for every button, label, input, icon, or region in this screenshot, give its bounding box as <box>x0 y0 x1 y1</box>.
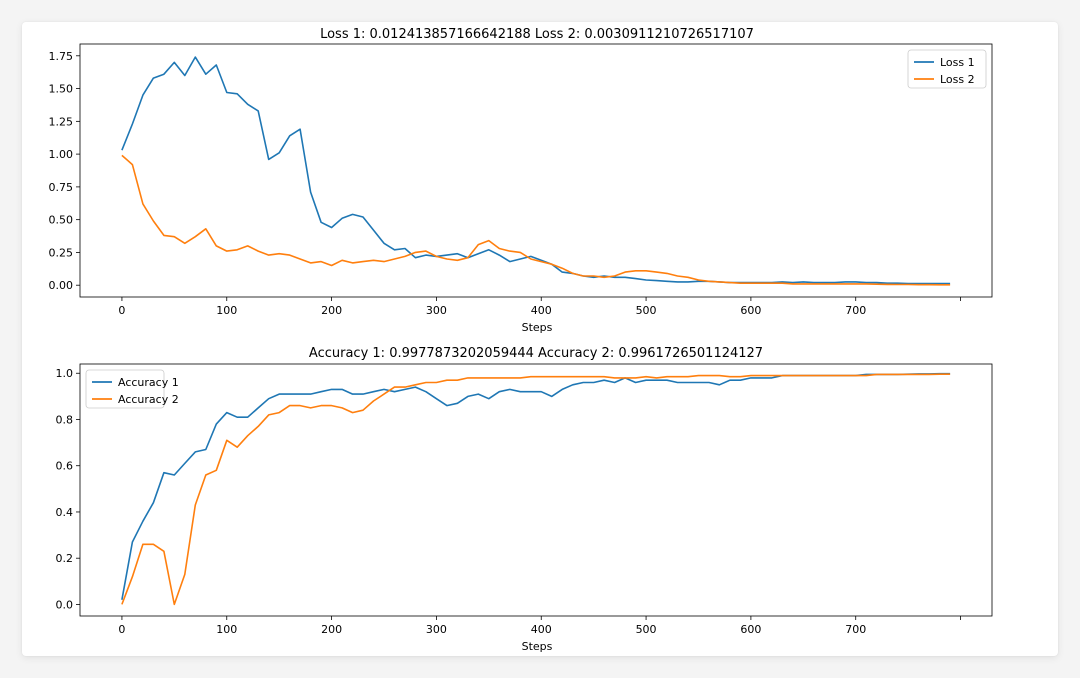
loss-axes-frame <box>79 43 993 298</box>
accuracy-chart-xlabel: Steps <box>522 640 553 653</box>
loss-xtick-label: 500 <box>636 304 657 317</box>
figure: Loss 1: 0.012413857166642188 Loss 2: 0.0… <box>49 27 993 653</box>
loss-xtick-label: 200 <box>321 304 342 317</box>
loss-ytick-label: 0.00 <box>49 279 74 292</box>
loss-series-1-line <box>121 56 951 285</box>
accuracy-legend: Accuracy 1 Accuracy 2 <box>85 369 179 409</box>
accuracy-xtick-label: 200 <box>321 623 342 636</box>
loss-xtick-label: 300 <box>426 304 447 317</box>
accuracy-ytick-label: 1.0 <box>56 367 74 380</box>
accuracy-ytick-label: 0.0 <box>56 598 74 611</box>
loss-ytick-label: 0.25 <box>49 246 74 259</box>
accuracy-xtick-label: 100 <box>216 623 237 636</box>
loss-chart: Loss 1: 0.012413857166642188 Loss 2: 0.0… <box>49 27 993 334</box>
accuracy-xtick-label: 700 <box>845 623 866 636</box>
loss-legend-label-2: Loss 2 <box>940 73 975 86</box>
loss-legend-label-1: Loss 1 <box>940 56 975 69</box>
accuracy-legend-label-1: Accuracy 1 <box>118 376 179 389</box>
loss-xtick-label: 0 <box>118 304 125 317</box>
accuracy-axes-frame <box>79 363 993 617</box>
accuracy-ytick-label: 0.2 <box>56 552 74 565</box>
loss-chart-title: Loss 1: 0.012413857166642188 Loss 2: 0.0… <box>320 27 754 42</box>
accuracy-ytick-label: 0.4 <box>56 506 74 519</box>
accuracy-ytick-label: 0.6 <box>56 460 74 473</box>
accuracy-xtick-label: 500 <box>636 623 657 636</box>
accuracy-xtick-label: 300 <box>426 623 447 636</box>
loss-ytick-label: 0.75 <box>49 181 74 194</box>
loss-xtick-label: 400 <box>531 304 552 317</box>
loss-series-2-line <box>121 154 951 286</box>
accuracy-chart-title: Accuracy 1: 0.9977873202059444 Accuracy … <box>309 346 763 361</box>
loss-xtick-label: 600 <box>740 304 761 317</box>
loss-ytick-label: 1.00 <box>49 148 74 161</box>
accuracy-series-2-line <box>121 373 951 606</box>
figure-card: Loss 1: 0.012413857166642188 Loss 2: 0.0… <box>22 22 1058 656</box>
accuracy-xtick-label: 400 <box>531 623 552 636</box>
loss-chart-xlabel: Steps <box>522 321 553 334</box>
loss-xtick-label: 700 <box>845 304 866 317</box>
accuracy-xtick-label: 600 <box>740 623 761 636</box>
loss-ytick-label: 0.50 <box>49 214 74 227</box>
loss-legend: Loss 1 Loss 2 <box>907 49 987 89</box>
accuracy-legend-label-2: Accuracy 2 <box>118 393 179 406</box>
accuracy-xtick-label: 0 <box>118 623 125 636</box>
loss-ytick-label: 1.50 <box>49 83 74 96</box>
loss-ytick-label: 1.25 <box>49 115 74 128</box>
accuracy-ytick-label: 0.8 <box>56 413 74 426</box>
loss-ytick-label: 1.75 <box>49 50 74 63</box>
loss-xtick-label: 100 <box>216 304 237 317</box>
accuracy-series-1-line <box>121 372 951 600</box>
accuracy-chart: Accuracy 1: 0.9977873202059444 Accuracy … <box>56 346 993 653</box>
